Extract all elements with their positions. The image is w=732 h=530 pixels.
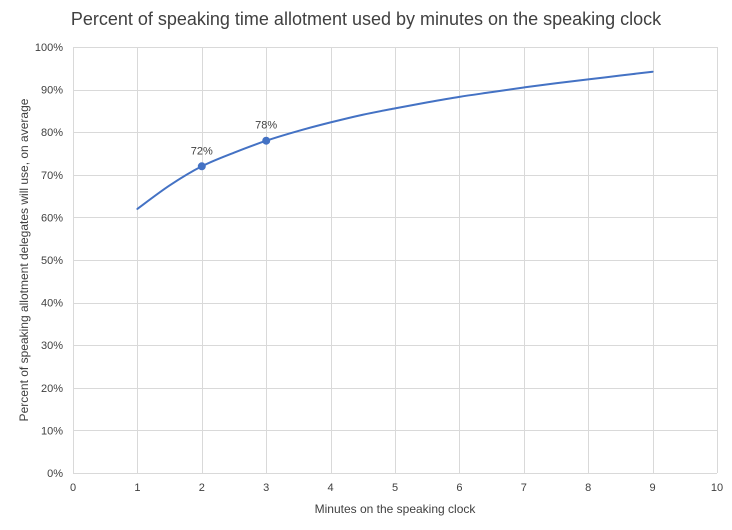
- y-tick-label: 0%: [47, 468, 63, 480]
- x-tick-label: 2: [199, 482, 205, 494]
- series: [136, 70, 654, 210]
- y-tick-label: 80%: [41, 127, 63, 139]
- x-tick-label: 10: [711, 482, 723, 494]
- x-tick-label: 7: [521, 482, 527, 494]
- x-tick-label: 1: [134, 482, 140, 494]
- x-tick-label: 5: [392, 482, 398, 494]
- y-tick-label: 100%: [35, 42, 63, 54]
- data-point: [197, 162, 206, 171]
- y-tick-label: 50%: [41, 255, 63, 267]
- x-tick-label: 9: [650, 482, 656, 494]
- x-tick-label: 3: [263, 482, 269, 494]
- y-tick-label: 70%: [41, 170, 63, 182]
- gridlines: [73, 47, 718, 474]
- x-tick-label: 4: [328, 482, 334, 494]
- y-tick-label: 30%: [41, 340, 63, 352]
- data-markers: 72% 78%: [191, 120, 277, 171]
- data-label: 72%: [191, 145, 213, 157]
- y-tick-label: 10%: [41, 425, 63, 437]
- x-tick-label: 0: [70, 482, 76, 494]
- y-axis-title: Percent of speaking allotment delegates …: [17, 98, 31, 422]
- tick-labels: 0 1 2 3 4 5 6 7 8 9 100%10%20%30%40%50%60%70%80%90…: [35, 42, 723, 494]
- data-point: [262, 136, 271, 145]
- y-tick-label: 90%: [41, 85, 63, 97]
- data-label: 78%: [255, 120, 277, 132]
- x-axis-title: Minutes on the speaking clock: [314, 502, 476, 516]
- y-tick-label: 60%: [41, 212, 63, 224]
- x-tick-label: 6: [456, 482, 462, 494]
- chart-title: Percent of speaking time allotment used …: [70, 9, 662, 29]
- series-line: [136, 70, 654, 210]
- y-tick-label: 20%: [41, 383, 63, 395]
- y-tick-label: 40%: [41, 298, 63, 310]
- x-tick-label: 8: [585, 482, 591, 494]
